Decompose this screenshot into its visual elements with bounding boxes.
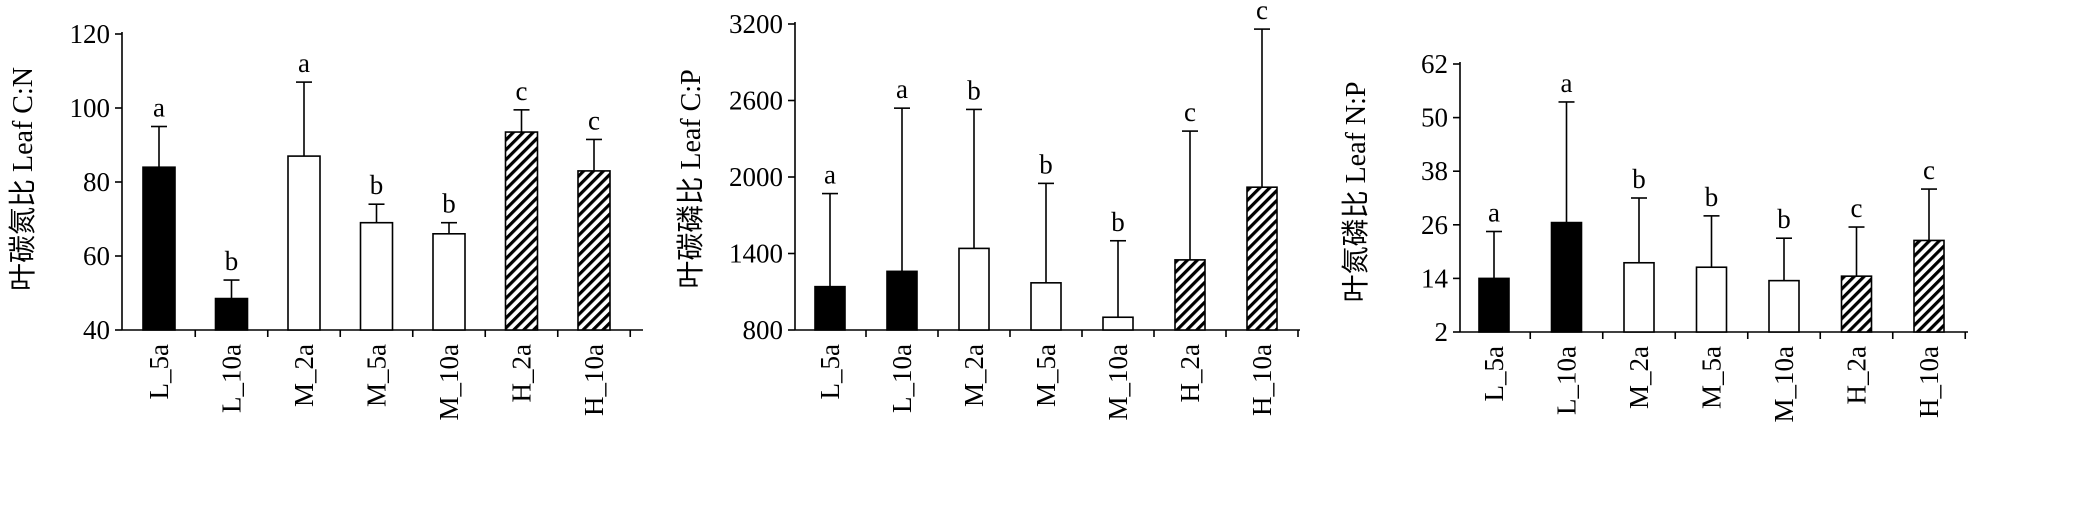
y-tick-label: 38 (1421, 156, 1448, 186)
x-tick-label: L_5a (1479, 346, 1509, 401)
bar (1478, 277, 1510, 333)
significance-letter: a (153, 93, 165, 123)
bar (958, 247, 990, 331)
x-tick-label: L_10a (887, 344, 917, 413)
bar (1246, 186, 1278, 331)
x-tick-label: M_2a (289, 344, 319, 407)
panel-cn: 叶碳氮比 Leaf C:N 40 60 80 100 120 a L_5a b L_10a a M_… (7, 19, 643, 421)
x-tick-label: H_10a (1247, 344, 1277, 416)
y-tick-label: 2 (1435, 317, 1449, 347)
y-tick-label: 2600 (729, 86, 783, 116)
bar (1768, 279, 1800, 333)
x-tick-label: M_10a (434, 344, 464, 421)
y-tick-label: 1400 (729, 239, 783, 269)
y-tick-label: 26 (1421, 210, 1448, 240)
y-tick-label: 40 (83, 315, 110, 345)
significance-letter: c (1256, 0, 1268, 25)
bar (1550, 221, 1583, 333)
x-tick-label: L_10a (217, 344, 247, 413)
x-tick-label: H_2a (1175, 344, 1205, 402)
bar (214, 297, 249, 331)
y-tick-label: 80 (83, 167, 110, 197)
x-tick-label: L_5a (144, 344, 174, 399)
y-axis-label: 叶氮磷比 Leaf N:P (1340, 82, 1372, 303)
significance-letter: a (824, 160, 836, 190)
significance-letter: b (1111, 207, 1125, 237)
significance-letter: a (896, 74, 908, 104)
y-tick-label: 120 (70, 19, 111, 49)
x-tick-label: H_10a (1914, 346, 1944, 418)
x-tick-label: M_5a (1031, 344, 1061, 407)
x-tick-label: L_10a (1552, 346, 1582, 415)
y-tick-label: 50 (1421, 103, 1448, 133)
x-tick-label: M_10a (1103, 344, 1133, 421)
bar (504, 131, 539, 331)
bar (1913, 239, 1945, 333)
bar (1030, 282, 1062, 331)
significance-letter: b (442, 189, 456, 219)
bar (1174, 259, 1206, 331)
bar (432, 233, 466, 331)
x-tick-label: L_5a (815, 344, 845, 399)
panel-cp: 叶碳磷比 Leaf C:P 800 1400 2000 2600 3200 a L_5a a L… (675, 0, 1300, 421)
x-tick-label: M_2a (959, 344, 989, 407)
x-tick-label: H_2a (1842, 346, 1872, 404)
x-tick-label: M_10a (1769, 346, 1799, 423)
significance-letter: b (1777, 204, 1791, 234)
bar (1623, 261, 1655, 333)
x-tick-label: M_5a (362, 344, 392, 407)
x-tick-label: M_5a (1697, 346, 1727, 409)
bar (287, 155, 321, 331)
y-axis-label: 叶碳磷比 Leaf C:P (675, 69, 707, 288)
bar (814, 285, 846, 331)
y-tick-label: 100 (70, 93, 111, 123)
significance-letter: b (225, 246, 239, 276)
y-tick-label: 3200 (729, 9, 783, 39)
significance-letter: c (1184, 97, 1196, 127)
significance-letter: c (588, 105, 600, 135)
bar (1840, 275, 1873, 333)
significance-letter: b (1705, 182, 1719, 212)
x-tick-label: H_10a (579, 344, 609, 416)
significance-letter: a (1561, 68, 1573, 98)
bar (1695, 266, 1728, 333)
bar (359, 221, 394, 331)
bar (1102, 316, 1134, 331)
bar (577, 170, 611, 331)
y-tick-label: 800 (743, 315, 784, 345)
panel-np: 叶氮磷比 Leaf N:P 2 14 26 38 50 62 a L_5a a L_10a b M_2… (1340, 49, 1968, 423)
significance-letter: b (1039, 149, 1053, 179)
bar (142, 166, 176, 331)
x-tick-label: H_2a (507, 344, 537, 402)
y-axis-label: 叶碳氮比 Leaf C:N (7, 67, 39, 291)
y-tick-label: 2000 (729, 162, 783, 192)
x-tick-label: M_2a (1624, 346, 1654, 409)
y-tick-label: 60 (83, 241, 110, 271)
bar (886, 270, 918, 331)
significance-letter: b (1632, 164, 1646, 194)
significance-letter: a (298, 48, 310, 78)
y-tick-label: 62 (1421, 49, 1448, 79)
significance-letter: c (1851, 193, 1863, 223)
significance-letter: c (1923, 155, 1935, 185)
y-tick-label: 14 (1421, 263, 1449, 293)
significance-letter: c (516, 76, 528, 106)
significance-letter: b (967, 75, 981, 105)
significance-letter: a (1488, 198, 1500, 228)
significance-letter: b (370, 170, 384, 200)
